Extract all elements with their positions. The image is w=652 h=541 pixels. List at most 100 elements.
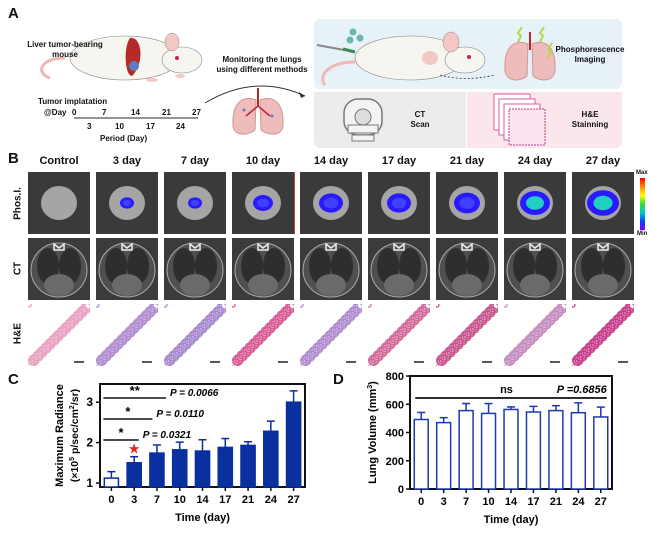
y-axis-units: (×105 p/sec/cm2/sr) (69, 389, 81, 482)
phos-image-tile (164, 172, 226, 234)
bar (217, 446, 234, 488)
x-tick-label: 24 (265, 494, 278, 506)
x-tick-label: 21 (550, 496, 562, 508)
timeline-title: Tumor implatation (38, 97, 108, 106)
ct-scanner-icon (343, 98, 383, 142)
bar (194, 450, 211, 488)
column-label: Control (39, 155, 79, 167)
tick-14: 14 (131, 108, 140, 117)
bar (503, 408, 519, 490)
timeline-axis (74, 117, 198, 119)
phos-image-tile (96, 172, 158, 234)
significance-stars: ** (130, 383, 141, 398)
bar (480, 412, 497, 490)
significance-stars: * (125, 404, 131, 419)
ylabel-part: ) (367, 381, 379, 385)
ct-image-tile (96, 238, 158, 300)
ct-image-tile (436, 238, 498, 300)
bar (126, 462, 142, 488)
he-image-tile (24, 302, 92, 370)
x-tick-label: 21 (242, 494, 254, 506)
units-part: /sr) (69, 389, 81, 405)
tick-24: 24 (176, 122, 185, 131)
p-value: P =0.6856 (557, 384, 608, 396)
x-tick-label: 14 (505, 496, 518, 508)
tumor-mouse-illustration (40, 32, 203, 82)
he-image-tile (568, 302, 636, 370)
timeline-bottom-ticks: 3 10 17 24 (70, 122, 210, 132)
phos-image-tile (436, 172, 498, 234)
tick-17: 17 (146, 122, 155, 131)
glowing-lungs-illustration (504, 26, 556, 81)
bar (285, 401, 302, 488)
y-axis-label: Lung Volume (mm3) (367, 381, 379, 484)
p-value: P = 0.0321 (143, 430, 192, 441)
panel-b-letter: B (8, 150, 19, 167)
row-label-phos: Phos.I. (12, 187, 24, 220)
units-part: p/sec/cm (69, 409, 81, 457)
x-tick-label: 14 (196, 494, 209, 506)
x-tick-label: 24 (572, 496, 585, 508)
phos-image-tile (300, 172, 362, 234)
phos-image-tile (572, 172, 634, 234)
bar (458, 409, 474, 490)
x-tick-label: 7 (154, 494, 160, 506)
he-image-tile (296, 302, 364, 370)
column-label: 24 day (517, 155, 553, 167)
he-label-line1: H&E (581, 110, 599, 119)
column-label: 10 day (245, 155, 281, 167)
bar (171, 449, 188, 488)
he-image-tile (228, 302, 296, 370)
column-label: 17 day (381, 155, 417, 167)
monitoring-line2: using different methods (216, 65, 308, 74)
bar (263, 430, 279, 488)
y-tick-label: 600 (386, 399, 404, 411)
he-image-tile (364, 302, 432, 370)
bar (593, 416, 609, 490)
y-tick-label: 1 (86, 476, 93, 490)
panel-a-letter: A (8, 5, 19, 22)
bar (149, 452, 165, 488)
he-label-line2: Stainning (571, 120, 609, 129)
monitoring-text: Monitoring the lungs using different met… (212, 55, 312, 75)
ylabel-sup: 3 (367, 385, 374, 389)
x-axis-label: Time (day) (175, 512, 230, 524)
p-value: P = 0.0066 (170, 388, 219, 399)
x-tick-label: 10 (482, 496, 494, 508)
phos-image-tile (232, 172, 295, 234)
tick-10: 10 (115, 122, 124, 131)
ct-image-tile (368, 238, 430, 300)
column-label: 3 day (112, 155, 142, 167)
bar (240, 444, 256, 488)
phos-image-tile (504, 172, 566, 234)
phos-label-line2: Imaging (574, 55, 606, 64)
x-tick-label: 0 (418, 496, 424, 508)
y-tick-label: 400 (386, 428, 404, 440)
phos-label-line1: Phosphorescence (555, 45, 625, 54)
bar (435, 421, 452, 490)
ct-image-tile (164, 238, 226, 300)
ct-image-tile (28, 238, 90, 300)
chart-max-radiance: 1 2 3 0 3 7 10 14 17 21 24 27 ★ ** P = 0.0066 * P = 0.01… (54, 383, 306, 524)
he-image-tile (432, 302, 500, 370)
y-tick-label: 200 (386, 456, 404, 468)
x-tick-label: 3 (441, 496, 447, 508)
panel-c-letter: C (8, 371, 19, 388)
significance-star-marker: ★ (128, 441, 141, 457)
ct-image-tile (572, 238, 634, 300)
he-image-tile (92, 302, 160, 370)
ns-label: ns (500, 384, 513, 396)
bar (103, 477, 120, 488)
bar (525, 411, 542, 490)
ylabel-part: Lung Volume (mm (367, 389, 379, 484)
colorbar-min: Min (637, 231, 648, 237)
ct-image-tile (232, 238, 294, 300)
ct-image-tile (300, 238, 362, 300)
he-image-tile (160, 302, 228, 370)
tick-3: 3 (87, 122, 92, 131)
x-axis-label: Time (day) (484, 514, 539, 526)
he-image-tile (500, 302, 568, 370)
y-axis-label: Maximum Radiance (54, 384, 66, 487)
mouse-label-line1: Liver tumor-bearing (27, 40, 103, 49)
y-tick-label: 0 (398, 484, 404, 496)
